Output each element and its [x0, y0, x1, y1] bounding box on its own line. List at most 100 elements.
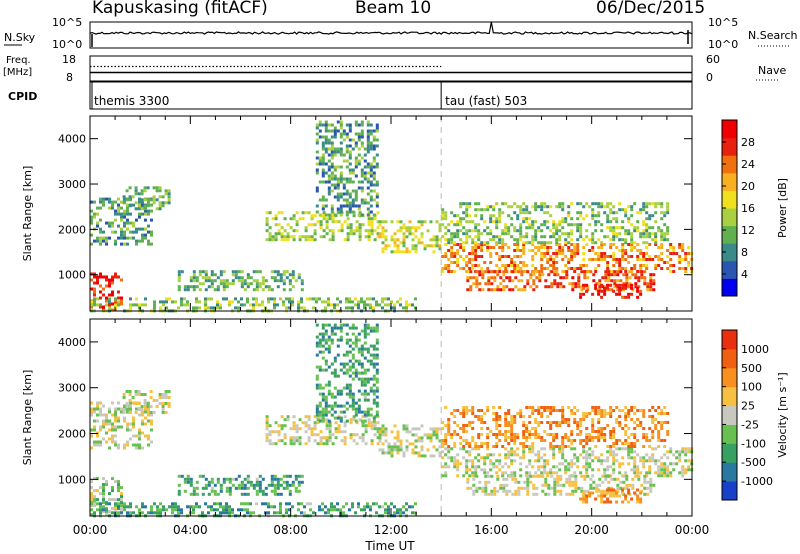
data-cell [604, 489, 608, 493]
data-cell [441, 474, 445, 478]
data-cell [640, 489, 644, 493]
data-cell [324, 135, 328, 139]
data-cell [630, 243, 634, 246]
data-cell [513, 453, 517, 457]
data-cell [289, 226, 293, 230]
data-cell [564, 241, 568, 245]
data-cell [120, 495, 123, 499]
data-cell [534, 232, 538, 236]
data-cell [420, 448, 424, 452]
data-cell [591, 427, 595, 430]
data-cell [624, 494, 628, 498]
data-cell [105, 431, 108, 435]
data-cell [327, 147, 331, 151]
data-cell [531, 406, 535, 409]
data-cell [484, 492, 488, 496]
data-cell [128, 411, 132, 414]
data-cell [357, 502, 360, 506]
data-cell [477, 264, 481, 267]
data-cell [399, 297, 402, 301]
data-cell [552, 433, 556, 436]
data-cell [504, 223, 508, 227]
data-cell [111, 275, 114, 279]
colorbar-segment [722, 481, 737, 501]
data-cell [405, 430, 409, 434]
data-cell [591, 424, 595, 427]
data-cell [366, 177, 370, 181]
data-cell [663, 445, 667, 448]
data-cell [99, 206, 102, 210]
data-cell [564, 445, 568, 448]
data-cell [649, 480, 653, 484]
data-cell [369, 377, 373, 381]
data-cell [471, 258, 475, 261]
data-cell [153, 300, 156, 304]
data-cell [357, 359, 361, 363]
data-cell [559, 477, 563, 481]
data-cell [93, 502, 96, 506]
data-cell [177, 511, 180, 515]
data-cell [135, 505, 138, 509]
data-cell [357, 505, 360, 509]
colorbar-segment [722, 243, 737, 262]
data-cell [378, 220, 382, 224]
data-cell [414, 250, 418, 254]
data-cell [583, 474, 587, 478]
data-cell [453, 421, 457, 424]
data-cell [243, 477, 247, 481]
data-cell [507, 424, 511, 427]
data-cell [660, 409, 664, 412]
data-cell [402, 232, 406, 236]
data-cell [495, 220, 499, 224]
data-cell [138, 227, 141, 231]
data-cell [132, 236, 135, 240]
data-cell [167, 201, 171, 205]
data-cell [105, 296, 108, 300]
data-cell [321, 350, 325, 354]
data-cell [117, 416, 120, 420]
data-cell [540, 243, 544, 246]
data-cell [651, 406, 655, 409]
data-cell [546, 249, 550, 252]
data-cell [586, 288, 590, 292]
data-cell [108, 236, 111, 240]
data-cell [621, 220, 625, 224]
data-cell [453, 243, 457, 246]
data-cell [471, 264, 475, 267]
data-cell [255, 282, 259, 286]
data-cell [624, 433, 628, 436]
data-cell [507, 226, 511, 230]
data-cell [660, 474, 664, 478]
data-cell [114, 416, 117, 420]
data-cell [585, 264, 589, 267]
data-cell [469, 288, 473, 292]
data-cell [666, 249, 670, 252]
data-cell [594, 283, 598, 287]
data-cell [183, 480, 187, 484]
data-cell [535, 474, 539, 478]
data-cell [390, 445, 394, 449]
data-cell [444, 211, 448, 215]
data-cell [351, 407, 355, 411]
data-cell [292, 229, 296, 233]
data-cell [207, 511, 210, 515]
data-cell [555, 243, 559, 246]
data-cell [564, 243, 568, 246]
data-cell [255, 303, 258, 307]
data-cell [93, 489, 96, 493]
data-cell [466, 477, 470, 481]
data-cell [529, 480, 533, 484]
data-cell [471, 459, 475, 463]
data-cell [120, 296, 123, 300]
data-cell [114, 434, 117, 438]
data-cell [588, 447, 592, 451]
data-cell [342, 404, 346, 408]
data-cell [609, 500, 613, 504]
data-cell [625, 282, 629, 286]
data-cell [111, 206, 114, 210]
data-cell [510, 427, 514, 430]
data-cell [669, 246, 673, 249]
data-cell [559, 492, 563, 496]
data-cell [469, 276, 473, 280]
data-cell [276, 492, 280, 496]
